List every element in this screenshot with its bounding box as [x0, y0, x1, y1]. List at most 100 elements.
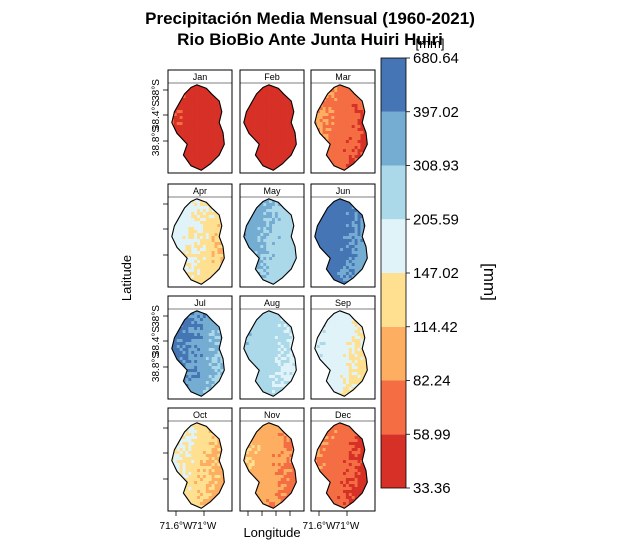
raster-cell — [188, 143, 192, 147]
raster-cell — [208, 330, 212, 334]
raster-cell — [354, 260, 358, 264]
raster-cell — [340, 272, 344, 276]
raster-cell — [331, 245, 335, 249]
raster-cell — [331, 272, 335, 276]
raster-cell — [197, 233, 201, 237]
raster-cell — [208, 263, 212, 267]
raster-cell — [345, 272, 350, 276]
raster-cell — [286, 122, 290, 126]
raster-cell — [325, 218, 329, 222]
raster-cell — [269, 348, 273, 352]
raster-cell — [334, 230, 338, 234]
raster-cell — [251, 236, 255, 240]
raster-cell — [194, 321, 198, 325]
raster-cell — [173, 224, 178, 228]
raster-cell — [283, 209, 287, 213]
raster-cell — [272, 92, 276, 96]
raster-cell — [191, 104, 195, 108]
raster-cell — [283, 239, 287, 243]
raster-cell — [188, 104, 192, 108]
raster-cell — [269, 119, 273, 123]
raster-cell — [286, 152, 290, 156]
raster-cell — [345, 251, 350, 255]
raster-cell — [197, 224, 201, 228]
raster-cell — [351, 239, 355, 243]
raster-cell — [194, 119, 198, 123]
raster-cell — [340, 254, 344, 258]
raster-cell — [214, 134, 218, 138]
raster-cell — [257, 236, 261, 240]
raster-cell — [200, 354, 204, 358]
raster-cell — [205, 98, 210, 102]
raster-cell — [286, 215, 290, 219]
raster-cell — [269, 339, 273, 343]
raster-cell — [334, 257, 338, 261]
raster-cell — [202, 266, 207, 270]
raster-cell — [272, 218, 276, 222]
raster-cell — [208, 95, 212, 99]
raster-cell — [197, 269, 201, 273]
raster-cell — [340, 269, 344, 273]
raster-cell — [354, 107, 358, 111]
raster-cell — [260, 339, 264, 343]
raster-cell — [205, 369, 210, 373]
raster-cell — [348, 104, 353, 108]
raster-cell — [245, 345, 250, 349]
raster-cell — [191, 375, 195, 379]
raster-cell — [208, 275, 212, 279]
raster-cell — [351, 251, 355, 255]
raster-cell — [351, 245, 355, 249]
raster-cell — [266, 251, 270, 255]
raster-cell — [274, 257, 279, 261]
raster-cell — [202, 342, 207, 346]
raster-cell — [274, 342, 279, 346]
raster-cell — [283, 152, 287, 156]
raster-cell — [289, 233, 293, 237]
raster-cell — [251, 333, 255, 337]
raster-cell — [257, 336, 261, 340]
raster-cell — [289, 125, 293, 129]
raster-cell — [200, 315, 204, 319]
raster-cell — [263, 143, 267, 147]
raster-cell — [194, 336, 198, 340]
raster-cell — [185, 122, 189, 126]
raster-cell — [272, 125, 276, 129]
raster-cell — [208, 254, 212, 258]
raster-cell — [289, 152, 293, 156]
raster-cell — [191, 248, 195, 252]
raster-cell — [197, 239, 201, 243]
raster-cell — [263, 218, 267, 222]
raster-cell — [280, 107, 284, 111]
raster-cell — [322, 128, 326, 132]
raster-cell — [208, 221, 212, 225]
raster-cell — [269, 345, 273, 349]
raster-cell — [351, 212, 355, 216]
raster-cell — [348, 245, 353, 249]
raster-cell — [200, 236, 204, 240]
raster-cell — [334, 98, 338, 102]
raster-cell — [345, 203, 350, 207]
raster-cell — [205, 221, 210, 225]
raster-cell — [292, 245, 296, 249]
raster-cell — [343, 224, 347, 228]
raster-cell — [185, 251, 189, 255]
basin-outline — [171, 198, 225, 285]
raster-cell — [254, 248, 258, 252]
raster-cell — [286, 351, 290, 355]
raster-cell — [220, 260, 224, 264]
raster-cell — [272, 146, 276, 150]
raster-cell — [205, 161, 210, 165]
raster-cell — [345, 275, 350, 279]
raster-cell — [254, 119, 258, 123]
raster-cell — [208, 369, 212, 373]
raster-cell — [343, 239, 347, 243]
raster-cell — [266, 330, 270, 334]
raster-cell — [200, 209, 204, 213]
raster-cell — [274, 239, 279, 243]
raster-cell — [274, 254, 279, 258]
raster-cell — [348, 242, 353, 246]
raster-cell — [214, 101, 218, 105]
raster-cell — [188, 318, 192, 322]
raster-cell — [343, 164, 347, 168]
raster-cell — [205, 101, 210, 105]
